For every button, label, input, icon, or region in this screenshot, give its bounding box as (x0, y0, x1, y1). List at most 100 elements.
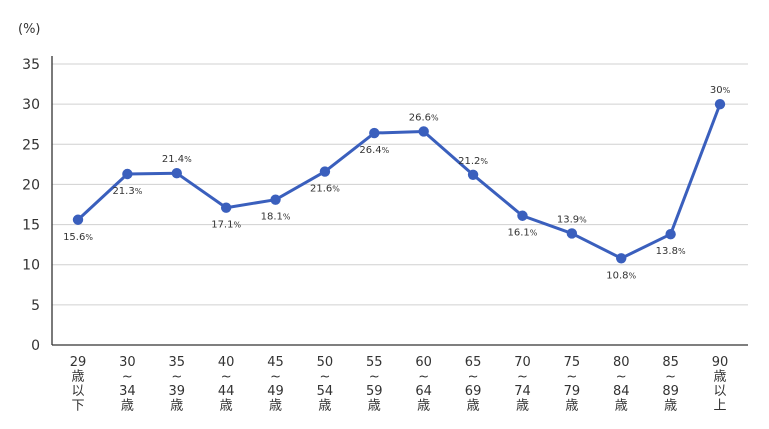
x-tick-label-part: 39 (168, 384, 185, 399)
data-label-value: 21.2 (458, 156, 480, 167)
data-label: 21.6% (310, 184, 340, 195)
x-tick-label: 90 歳以上 (712, 355, 729, 414)
series-line (72, 98, 726, 264)
x-tick-label-part: ~ (665, 370, 676, 385)
data-label-unit: % (629, 271, 637, 280)
data-label-unit: % (135, 187, 143, 196)
data-label: 21.3% (112, 186, 142, 197)
x-tick-label: 45 ~49 歳 (267, 355, 284, 414)
data-point (665, 229, 676, 240)
series-line-path (76, 103, 722, 260)
x-tick-label-part: 歳 (71, 370, 84, 385)
x-tick-label-part: 下 (71, 399, 84, 414)
data-label-unit: % (233, 221, 241, 230)
data-label-value: 13.8 (656, 246, 678, 257)
x-tick-label-part: 79 (564, 384, 581, 399)
data-label: 21.4% (162, 154, 192, 165)
x-tick-label-part: 30 (119, 355, 136, 370)
y-tick-label: 15 (22, 218, 40, 234)
data-label: 15.6% (63, 232, 93, 243)
data-point (517, 210, 528, 221)
data-label-value: 26.6 (409, 112, 431, 123)
data-label-unit: % (184, 155, 192, 164)
x-tick-label-part: 歳 (615, 399, 628, 414)
y-tick-labels: 0 5 10 15 20 25 30 35 (22, 57, 40, 354)
data-label-unit: % (530, 229, 538, 238)
data-label-value: 30 (710, 85, 723, 96)
x-tick-label: 75 ~79 歳 (564, 355, 581, 414)
x-tick-label-part: 75 (564, 355, 581, 370)
data-label-value: 10.8 (606, 270, 628, 281)
x-tick-label: 80 ~84 歳 (613, 355, 630, 414)
data-label: 17.1% (211, 220, 241, 231)
x-tick-label: 85 ~89 歳 (662, 355, 679, 414)
axes (51, 56, 748, 346)
data-label: 13.9% (557, 214, 587, 225)
x-tick-label: 50 ~54 歳 (317, 355, 334, 414)
data-label-unit: % (431, 113, 439, 122)
x-tick-label-part: 歳 (170, 399, 183, 414)
y-tick-label: 30 (22, 97, 40, 113)
data-point (616, 253, 627, 264)
x-tick-label-part: ~ (122, 370, 133, 385)
data-label-value: 13.9 (557, 214, 579, 225)
data-point (270, 194, 281, 205)
x-tick-label-part: ~ (221, 370, 232, 385)
data-label: 16.1% (508, 228, 538, 239)
x-tick-label-part: 80 (613, 355, 630, 370)
x-tick-label: 70 ~74 歳 (514, 355, 531, 414)
data-label-unit: % (85, 233, 93, 242)
x-tick-label-part: 49 (267, 384, 284, 399)
data-point (369, 127, 380, 139)
x-tick-label-part: ~ (369, 370, 380, 385)
data-label-value: 21.3 (112, 186, 134, 197)
x-tick-label-part: 69 (465, 384, 482, 399)
data-label-unit: % (678, 247, 686, 256)
data-labels: 15.6%21.3%21.4%17.1%18.1%21.6%26.4%26.6%… (63, 85, 731, 281)
y-tick-label: 25 (22, 137, 40, 153)
x-tick-label: 35 ~39 歳 (168, 355, 185, 414)
data-point (171, 167, 182, 179)
data-label: 30% (710, 85, 731, 96)
x-tick-label-part: 45 (267, 355, 284, 370)
y-tick-label: 5 (31, 298, 40, 314)
data-point (418, 126, 429, 137)
data-label-value: 21.6 (310, 184, 332, 195)
x-tick-label: 40 ~44 歳 (218, 355, 235, 414)
data-label-unit: % (723, 86, 731, 95)
x-tick-label-part: 59 (366, 384, 383, 399)
data-point (566, 228, 578, 239)
x-tick-label-part: 歳 (713, 370, 726, 385)
data-label: 26.4% (359, 145, 389, 156)
x-tick-label-part: 歳 (220, 399, 233, 414)
data-label-value: 15.6 (63, 232, 85, 243)
x-tick-label-part: 歳 (467, 399, 480, 414)
data-point (122, 168, 133, 180)
data-label: 10.8% (606, 270, 636, 281)
data-label-unit: % (382, 146, 390, 155)
x-tick-label-part: 50 (317, 355, 334, 370)
x-tick-label-part: ~ (566, 370, 577, 385)
x-tick-label-part: 歳 (565, 399, 578, 414)
x-tick-label-part: ~ (319, 370, 330, 385)
x-tick-label-part: ~ (517, 370, 528, 385)
data-label: 21.2% (458, 156, 488, 167)
data-label-value: 21.4 (162, 154, 184, 165)
x-tick-label-part: 84 (613, 384, 630, 399)
x-tick-label-part: ~ (171, 370, 182, 385)
x-tick-label-part: 70 (514, 355, 531, 370)
x-tick-label-part: 90 (712, 355, 729, 370)
data-label: 26.6% (409, 112, 439, 123)
data-point (467, 169, 479, 180)
y-tick-label: 0 (31, 338, 40, 354)
x-tick-label-part: 歳 (269, 399, 282, 414)
x-tick-label-part: 以 (71, 384, 84, 399)
y-tick-label: 10 (22, 258, 40, 274)
data-point (714, 98, 726, 110)
x-tick-label: 30 ~34 歳 (119, 355, 136, 414)
data-label-unit: % (283, 213, 291, 222)
x-tick-label-part: 歳 (664, 399, 677, 414)
data-label-unit: % (332, 185, 340, 194)
x-tick-label-part: 29 (70, 355, 87, 370)
